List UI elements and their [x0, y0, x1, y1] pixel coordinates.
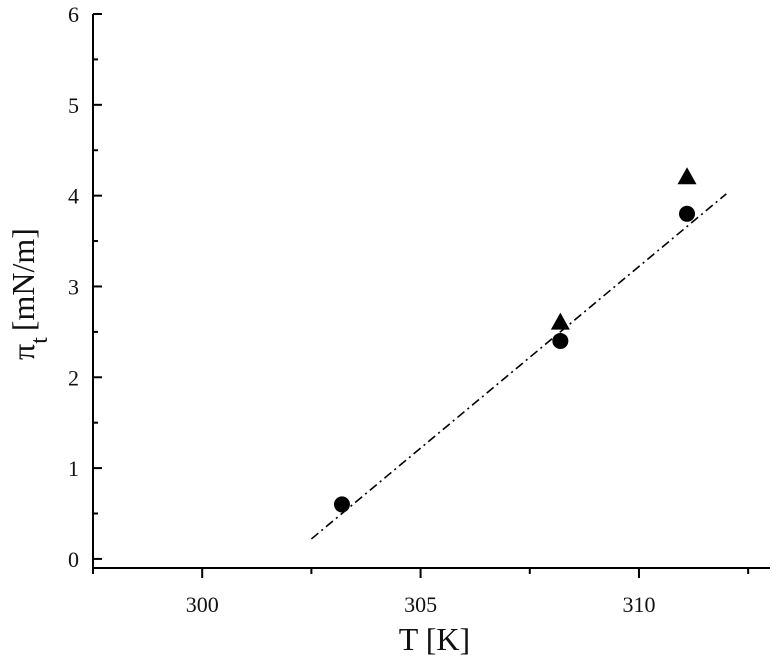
- y-axis-symbol: π: [5, 344, 41, 360]
- y-tick-label: 2: [68, 365, 79, 390]
- y-tick-label: 0: [68, 547, 79, 572]
- x-tick-label: 300: [186, 592, 219, 617]
- data-point-triangle: [550, 312, 570, 330]
- data-points: [333, 167, 697, 513]
- y-tick-label: 3: [68, 274, 79, 299]
- data-point-circle: [333, 496, 350, 513]
- y-tick-label: 4: [68, 184, 79, 209]
- x-axis-title: T [K]: [399, 621, 470, 657]
- y-axis-title: πt [mN/m]: [5, 228, 53, 360]
- data-point-circle: [679, 205, 696, 222]
- data-point-circle: [552, 332, 569, 349]
- fit-line: [310, 193, 727, 540]
- data-point-triangle: [677, 167, 697, 185]
- y-axis-subscript: t: [27, 337, 53, 344]
- y-tick-label: 5: [68, 93, 79, 118]
- axes: [92, 13, 770, 578]
- y-tick-label: 6: [68, 2, 79, 27]
- y-axis-units: [mN/m]: [5, 228, 41, 331]
- tick-labels: 0 1 2 3 4 5 6 300 305 310: [68, 2, 655, 617]
- x-tick-label: 305: [404, 592, 437, 617]
- fit-line-layer: [310, 193, 727, 540]
- y-tick-label: 1: [68, 456, 79, 481]
- x-tick-label: 310: [622, 592, 655, 617]
